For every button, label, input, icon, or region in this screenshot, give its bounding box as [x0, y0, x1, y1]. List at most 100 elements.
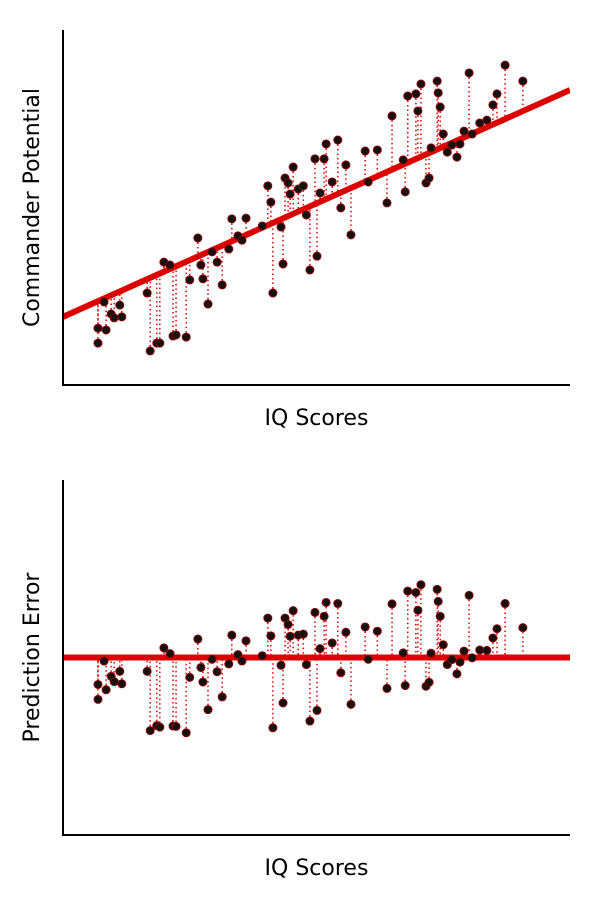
data-point	[93, 694, 103, 704]
data-point	[93, 679, 103, 689]
data-point	[207, 247, 217, 257]
data-point	[432, 584, 442, 594]
data-point	[315, 188, 325, 198]
data-point	[452, 152, 462, 162]
data-point	[115, 666, 125, 676]
data-point	[398, 155, 408, 165]
data-point	[387, 599, 397, 609]
data-point	[142, 288, 152, 298]
data-point	[426, 648, 436, 658]
data-point	[341, 627, 351, 637]
data-point	[416, 580, 426, 590]
data-point	[310, 154, 320, 164]
data-point	[155, 722, 165, 732]
data-point	[268, 723, 278, 733]
data-point	[372, 145, 382, 155]
data-point	[181, 332, 191, 342]
data-point	[288, 162, 298, 172]
data-point	[413, 605, 423, 615]
data-point	[438, 640, 448, 650]
data-point	[435, 102, 445, 112]
data-point	[310, 607, 320, 617]
y-axis-label: Prediction Error	[20, 572, 45, 743]
data-point	[99, 656, 109, 666]
data-point	[447, 140, 457, 150]
data-point	[93, 323, 103, 333]
x-axis-label: IQ Scores	[265, 856, 369, 881]
data-point	[99, 297, 109, 307]
data-point	[181, 728, 191, 738]
data-point	[165, 260, 175, 270]
data-point	[298, 629, 308, 639]
data-point	[400, 681, 410, 691]
data-point	[165, 649, 175, 659]
data-point	[142, 666, 152, 676]
data-point	[171, 721, 181, 731]
data-point	[346, 699, 356, 709]
data-point	[312, 251, 322, 261]
data-point	[276, 660, 286, 670]
data-point	[263, 181, 273, 191]
data-point	[185, 275, 195, 285]
data-point	[241, 636, 251, 646]
data-point	[266, 631, 276, 641]
data-point	[283, 619, 293, 629]
data-point	[382, 198, 392, 208]
data-point	[217, 280, 227, 290]
data-point	[276, 222, 286, 232]
data-point	[196, 260, 206, 270]
data-point	[278, 698, 288, 708]
data-point	[198, 677, 208, 687]
data-point	[278, 259, 288, 269]
y-axis-label: Commander Potential	[20, 88, 45, 327]
data-point	[360, 146, 370, 156]
data-point	[488, 633, 498, 643]
data-point	[464, 590, 474, 600]
data-point	[224, 244, 234, 254]
data-point	[500, 60, 510, 70]
data-point	[482, 645, 492, 655]
data-point	[145, 346, 155, 356]
data-point	[283, 178, 293, 188]
data-point	[360, 622, 370, 632]
data-point	[203, 705, 213, 715]
data-point	[333, 135, 343, 145]
data-point	[193, 634, 203, 644]
data-point	[101, 685, 111, 695]
data-point	[319, 611, 329, 621]
data-point	[305, 716, 315, 726]
x-axis-label: IQ Scores	[265, 406, 369, 431]
plot: IQ Scores Prediction Error	[20, 480, 570, 881]
data-point	[426, 143, 436, 153]
data-point	[455, 657, 465, 667]
data-point	[424, 173, 434, 183]
data-point	[518, 623, 528, 633]
data-point	[203, 299, 213, 309]
data-point	[411, 588, 421, 598]
data-point	[301, 660, 311, 670]
data-point	[321, 597, 331, 607]
data-point	[346, 230, 356, 240]
data-point	[482, 115, 492, 125]
data-point	[159, 643, 169, 653]
data-point	[433, 596, 443, 606]
data-point	[315, 644, 325, 654]
data-point	[101, 325, 111, 335]
data-point	[403, 586, 413, 596]
data-point	[467, 129, 477, 139]
data-point	[488, 100, 498, 110]
data-point	[403, 91, 413, 101]
data-point	[185, 672, 195, 682]
data-point	[257, 221, 267, 231]
data-point	[387, 111, 397, 121]
data-point	[233, 650, 243, 660]
data-point	[363, 177, 373, 187]
data-point	[432, 76, 442, 86]
data-point	[266, 197, 276, 207]
data-point	[241, 213, 251, 223]
data-point	[459, 126, 469, 136]
data-point	[193, 233, 203, 243]
data-point	[305, 265, 315, 275]
data-point	[212, 667, 222, 677]
